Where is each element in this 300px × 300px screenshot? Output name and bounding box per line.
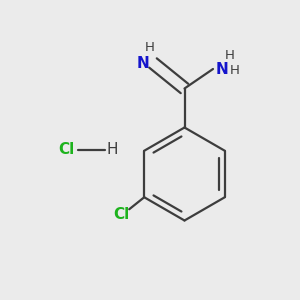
Text: H: H <box>230 64 239 77</box>
Text: H: H <box>145 41 154 54</box>
Text: H: H <box>107 142 118 158</box>
Text: Cl: Cl <box>58 142 74 158</box>
Text: N: N <box>216 61 229 76</box>
Text: Cl: Cl <box>114 207 130 222</box>
Text: N: N <box>137 56 149 70</box>
Text: H: H <box>225 49 234 62</box>
